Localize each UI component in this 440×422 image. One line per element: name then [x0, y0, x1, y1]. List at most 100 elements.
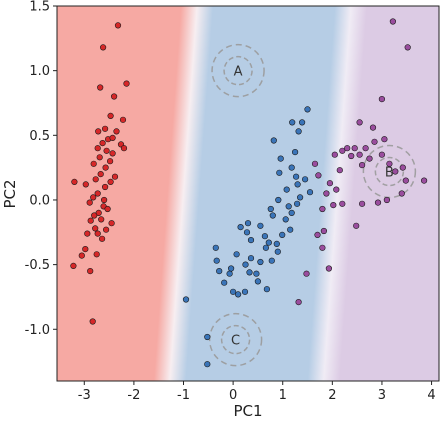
data-point: [325, 265, 333, 272]
y-tick-label: 0.0: [29, 193, 50, 208]
data-point: [344, 145, 351, 152]
data-point: [311, 160, 319, 167]
annotation-outer-ring: [208, 312, 263, 367]
data-point: [295, 128, 302, 135]
data-point: [204, 333, 211, 341]
annotation-label: A: [234, 65, 243, 80]
x-axis-label: PC1: [233, 402, 262, 420]
data-point: [378, 95, 386, 103]
data-point: [98, 216, 105, 223]
data-point: [94, 145, 101, 152]
data-point: [261, 233, 269, 240]
data-point: [359, 162, 366, 169]
data-point: [319, 205, 326, 213]
data-point: [78, 252, 85, 259]
data-point: [237, 224, 244, 231]
data-point: [97, 84, 104, 91]
data-point: [402, 177, 409, 184]
data-point: [383, 196, 391, 204]
data-point: [108, 220, 115, 227]
annotation-label: C: [231, 334, 240, 349]
data-point: [304, 106, 311, 113]
data-point: [265, 239, 272, 246]
data-point: [243, 229, 251, 236]
data-point: [241, 288, 249, 295]
data-point: [99, 140, 106, 147]
data-point: [106, 158, 114, 165]
data-point: [92, 225, 99, 232]
data-point: [274, 248, 281, 255]
data-point: [101, 125, 109, 132]
data-point: [356, 151, 363, 158]
annotation-inner-ring: [220, 324, 251, 355]
data-point: [94, 190, 101, 197]
data-point: [386, 160, 393, 167]
data-point: [371, 138, 378, 145]
data-point: [288, 164, 295, 171]
data-point: [404, 44, 411, 51]
data-point: [276, 169, 283, 176]
data-point: [297, 194, 304, 201]
data-point: [247, 255, 255, 262]
data-point: [292, 149, 299, 156]
annotation-outer-ring: [362, 144, 417, 199]
annotation-inner-ring: [374, 156, 405, 187]
data-point: [421, 177, 428, 184]
data-point: [330, 202, 337, 209]
data-point: [246, 269, 253, 276]
data-point: [293, 173, 300, 180]
annotation-B: B: [362, 144, 417, 199]
data-point: [273, 240, 280, 247]
data-point: [103, 147, 110, 154]
data-point: [389, 18, 397, 25]
x-tick-label: -3: [78, 388, 91, 403]
data-point: [253, 270, 260, 277]
y-tick-label: -1.0: [25, 323, 50, 338]
annotation-C: C: [208, 312, 263, 367]
data-point: [182, 296, 190, 303]
data-point: [110, 93, 118, 100]
data-point: [336, 167, 343, 174]
annotation-outer-ring: [211, 43, 265, 98]
data-point: [95, 128, 102, 135]
data-point: [392, 168, 399, 175]
data-point: [285, 203, 292, 210]
data-point: [104, 205, 111, 213]
data-point: [287, 226, 294, 233]
data-point: [269, 212, 276, 219]
data-point: [294, 200, 301, 207]
data-point: [314, 231, 321, 238]
data-point: [320, 227, 328, 235]
data-point: [99, 44, 107, 51]
data-point: [362, 145, 369, 152]
data-point: [97, 171, 104, 178]
data-point: [270, 137, 277, 144]
data-point: [275, 196, 282, 204]
data-point: [107, 112, 114, 119]
y-tick-label: 1.0: [29, 64, 50, 79]
data-point: [315, 172, 322, 179]
data-point: [398, 190, 405, 197]
data-point: [283, 186, 290, 193]
data-point: [228, 265, 235, 272]
series-2: [295, 18, 428, 306]
x-tick-label: 4: [427, 388, 435, 403]
decision-region-background: [57, 6, 439, 381]
data-point: [257, 222, 264, 229]
data-points-layer: [70, 18, 428, 368]
data-point: [268, 257, 275, 264]
data-point: [113, 128, 120, 135]
data-point: [323, 190, 330, 197]
series-1: [182, 106, 314, 368]
data-point: [82, 181, 89, 188]
data-point: [94, 230, 101, 237]
data-point: [267, 205, 274, 213]
data-point: [95, 209, 102, 216]
data-point: [84, 230, 91, 237]
x-axis-ticks: -3 -2 -1 0 1 2 3 4: [78, 381, 436, 403]
data-point: [257, 258, 264, 266]
data-point: [302, 176, 309, 183]
data-point: [306, 189, 314, 196]
data-point: [339, 147, 346, 154]
